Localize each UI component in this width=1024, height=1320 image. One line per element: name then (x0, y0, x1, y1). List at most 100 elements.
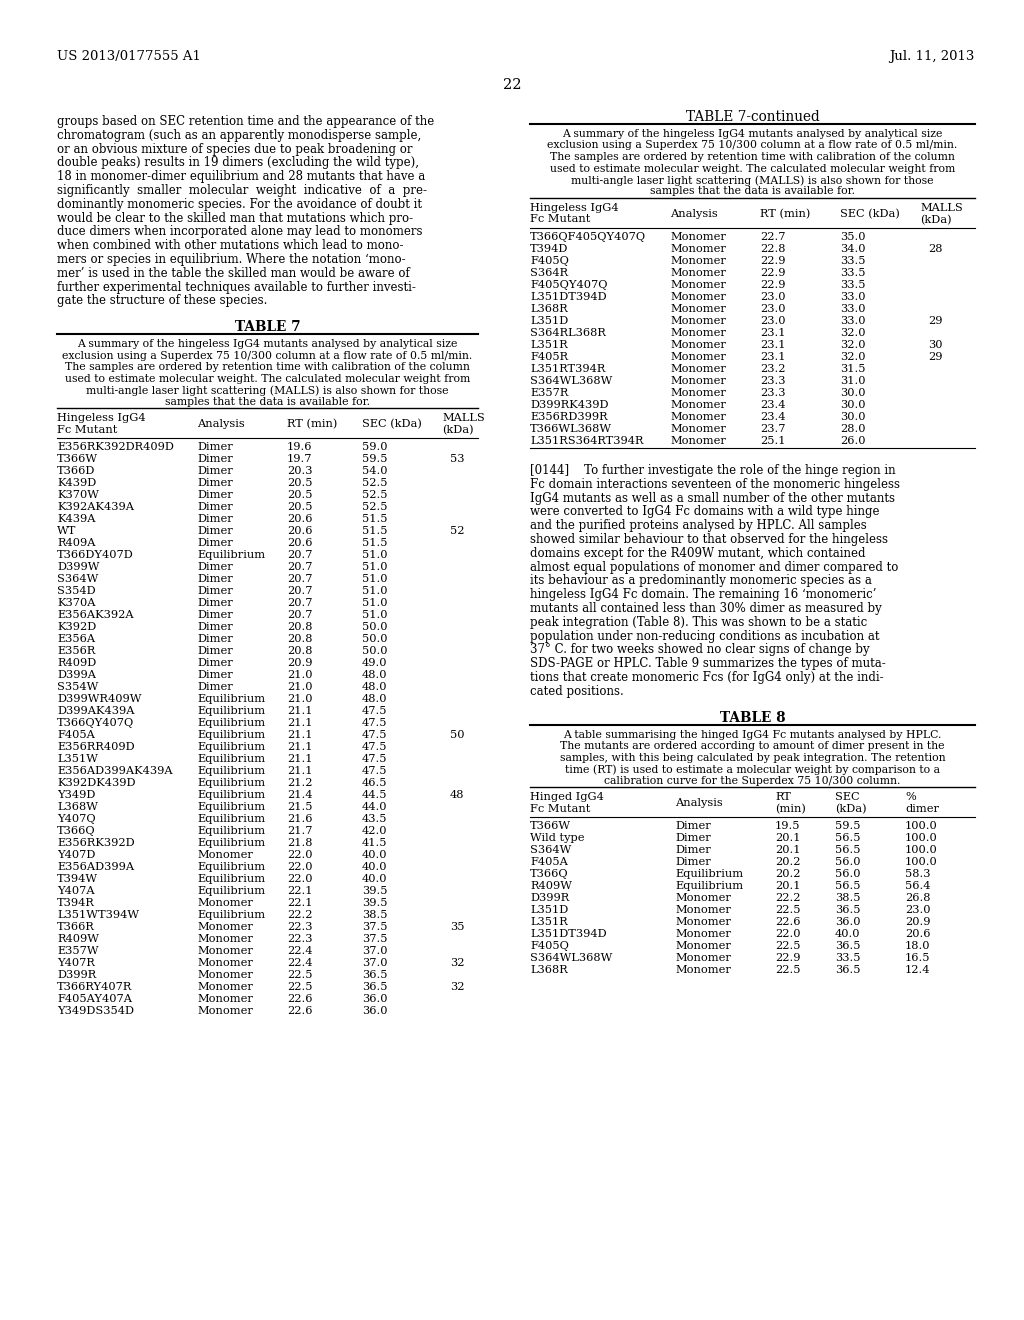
Text: 51.0: 51.0 (362, 598, 387, 609)
Text: Fc domain interactions seventeen of the monomeric hingeless: Fc domain interactions seventeen of the … (530, 478, 900, 491)
Text: 23.0: 23.0 (905, 906, 931, 915)
Text: F405R: F405R (530, 352, 568, 362)
Text: E356R: E356R (57, 647, 95, 656)
Text: 40.0: 40.0 (835, 929, 860, 939)
Text: 22.0: 22.0 (287, 862, 312, 873)
Text: T366WL368W: T366WL368W (530, 424, 612, 434)
Text: 22.3: 22.3 (287, 935, 312, 944)
Text: Analysis: Analysis (670, 209, 718, 219)
Text: 32: 32 (450, 982, 465, 993)
Text: Dimer: Dimer (197, 574, 232, 585)
Text: 23.1: 23.1 (760, 341, 785, 350)
Text: 22.9: 22.9 (760, 268, 785, 279)
Text: 25.1: 25.1 (760, 436, 785, 446)
Text: R409W: R409W (530, 880, 572, 891)
Text: 41.5: 41.5 (362, 838, 387, 849)
Text: 48.0: 48.0 (362, 671, 387, 680)
Text: D399W: D399W (57, 562, 99, 572)
Text: Wild type: Wild type (530, 833, 585, 843)
Text: gate the structure of these species.: gate the structure of these species. (57, 294, 267, 308)
Text: 56.0: 56.0 (835, 869, 860, 879)
Text: 23.1: 23.1 (760, 327, 785, 338)
Text: Dimer: Dimer (197, 622, 232, 632)
Text: 30.0: 30.0 (840, 400, 865, 411)
Text: Dimer: Dimer (675, 845, 711, 855)
Text: 52.5: 52.5 (362, 478, 387, 488)
Text: 100.0: 100.0 (905, 857, 938, 867)
Text: domains except for the R409W mutant, which contained: domains except for the R409W mutant, whi… (530, 546, 865, 560)
Text: 20.6: 20.6 (905, 929, 931, 939)
Text: Equilibrium: Equilibrium (197, 826, 265, 836)
Text: Monomer: Monomer (197, 898, 253, 908)
Text: dominantly monomeric species. For the avoidance of doubt it: dominantly monomeric species. For the av… (57, 198, 422, 211)
Text: Equilibrium: Equilibrium (675, 869, 743, 879)
Text: Monomer: Monomer (197, 958, 253, 968)
Text: 23.0: 23.0 (760, 304, 785, 314)
Text: 21.1: 21.1 (287, 742, 312, 752)
Text: Dimer: Dimer (197, 466, 232, 477)
Text: Hingeless IgG4: Hingeless IgG4 (530, 203, 618, 213)
Text: 20.1: 20.1 (775, 880, 801, 891)
Text: Equilibrium: Equilibrium (197, 791, 265, 800)
Text: 22.2: 22.2 (287, 911, 312, 920)
Text: Hingeless IgG4: Hingeless IgG4 (57, 413, 145, 424)
Text: L351DT394D: L351DT394D (530, 929, 606, 939)
Text: Fc Mutant: Fc Mutant (530, 804, 591, 813)
Text: 23.1: 23.1 (760, 352, 785, 362)
Text: double peaks) results in 19 dimers (excluding the wild type),: double peaks) results in 19 dimers (excl… (57, 156, 419, 169)
Text: T394R: T394R (57, 898, 95, 908)
Text: RT: RT (775, 792, 791, 803)
Text: T366Q: T366Q (530, 869, 568, 879)
Text: Monomer: Monomer (675, 929, 731, 939)
Text: 22.5: 22.5 (287, 970, 312, 981)
Text: Monomer: Monomer (675, 953, 731, 964)
Text: 20.6: 20.6 (287, 539, 312, 548)
Text: 56.5: 56.5 (835, 833, 860, 843)
Text: 33.5: 33.5 (840, 280, 865, 290)
Text: D399R: D399R (530, 894, 569, 903)
Text: F405A: F405A (57, 730, 95, 741)
Text: K392D: K392D (57, 622, 96, 632)
Text: 100.0: 100.0 (905, 845, 938, 855)
Text: 21.1: 21.1 (287, 706, 312, 717)
Text: A table summarising the hinged IgG4 Fc mutants analysed by HPLC.: A table summarising the hinged IgG4 Fc m… (563, 730, 942, 739)
Text: T366R: T366R (57, 923, 95, 932)
Text: 36.5: 36.5 (835, 941, 860, 952)
Text: 36.0: 36.0 (362, 1006, 387, 1016)
Text: L368R: L368R (530, 304, 567, 314)
Text: Monomer: Monomer (670, 376, 726, 385)
Text: duce dimers when incorporated alone may lead to monomers: duce dimers when incorporated alone may … (57, 226, 423, 239)
Text: Monomer: Monomer (197, 970, 253, 981)
Text: L351RT394R: L351RT394R (530, 364, 605, 374)
Text: Monomer: Monomer (670, 244, 726, 253)
Text: The samples are ordered by retention time with calibration of the column: The samples are ordered by retention tim… (550, 152, 955, 162)
Text: 20.7: 20.7 (287, 562, 312, 572)
Text: 39.5: 39.5 (362, 886, 387, 896)
Text: 22.9: 22.9 (760, 256, 785, 267)
Text: 52: 52 (450, 527, 465, 536)
Text: Equilibrium: Equilibrium (197, 886, 265, 896)
Text: Equilibrium: Equilibrium (197, 862, 265, 873)
Text: 22.1: 22.1 (287, 898, 312, 908)
Text: 22.5: 22.5 (775, 941, 801, 952)
Text: 23.0: 23.0 (760, 315, 785, 326)
Text: 59.0: 59.0 (362, 442, 387, 453)
Text: L368R: L368R (530, 965, 567, 975)
Text: 21.2: 21.2 (287, 779, 312, 788)
Text: Monomer: Monomer (670, 341, 726, 350)
Text: Monomer: Monomer (675, 941, 731, 952)
Text: Monomer: Monomer (675, 965, 731, 975)
Text: 52.5: 52.5 (362, 502, 387, 512)
Text: E356RD399R: E356RD399R (530, 412, 607, 422)
Text: Dimer: Dimer (197, 682, 232, 692)
Text: Dimer: Dimer (197, 647, 232, 656)
Text: 23.7: 23.7 (760, 424, 785, 434)
Text: 23.0: 23.0 (760, 292, 785, 302)
Text: Dimer: Dimer (197, 502, 232, 512)
Text: 36.5: 36.5 (835, 906, 860, 915)
Text: 56.5: 56.5 (835, 845, 860, 855)
Text: 58.3: 58.3 (905, 869, 931, 879)
Text: Monomer: Monomer (197, 946, 253, 956)
Text: E356A: E356A (57, 634, 95, 644)
Text: 36.5: 36.5 (835, 965, 860, 975)
